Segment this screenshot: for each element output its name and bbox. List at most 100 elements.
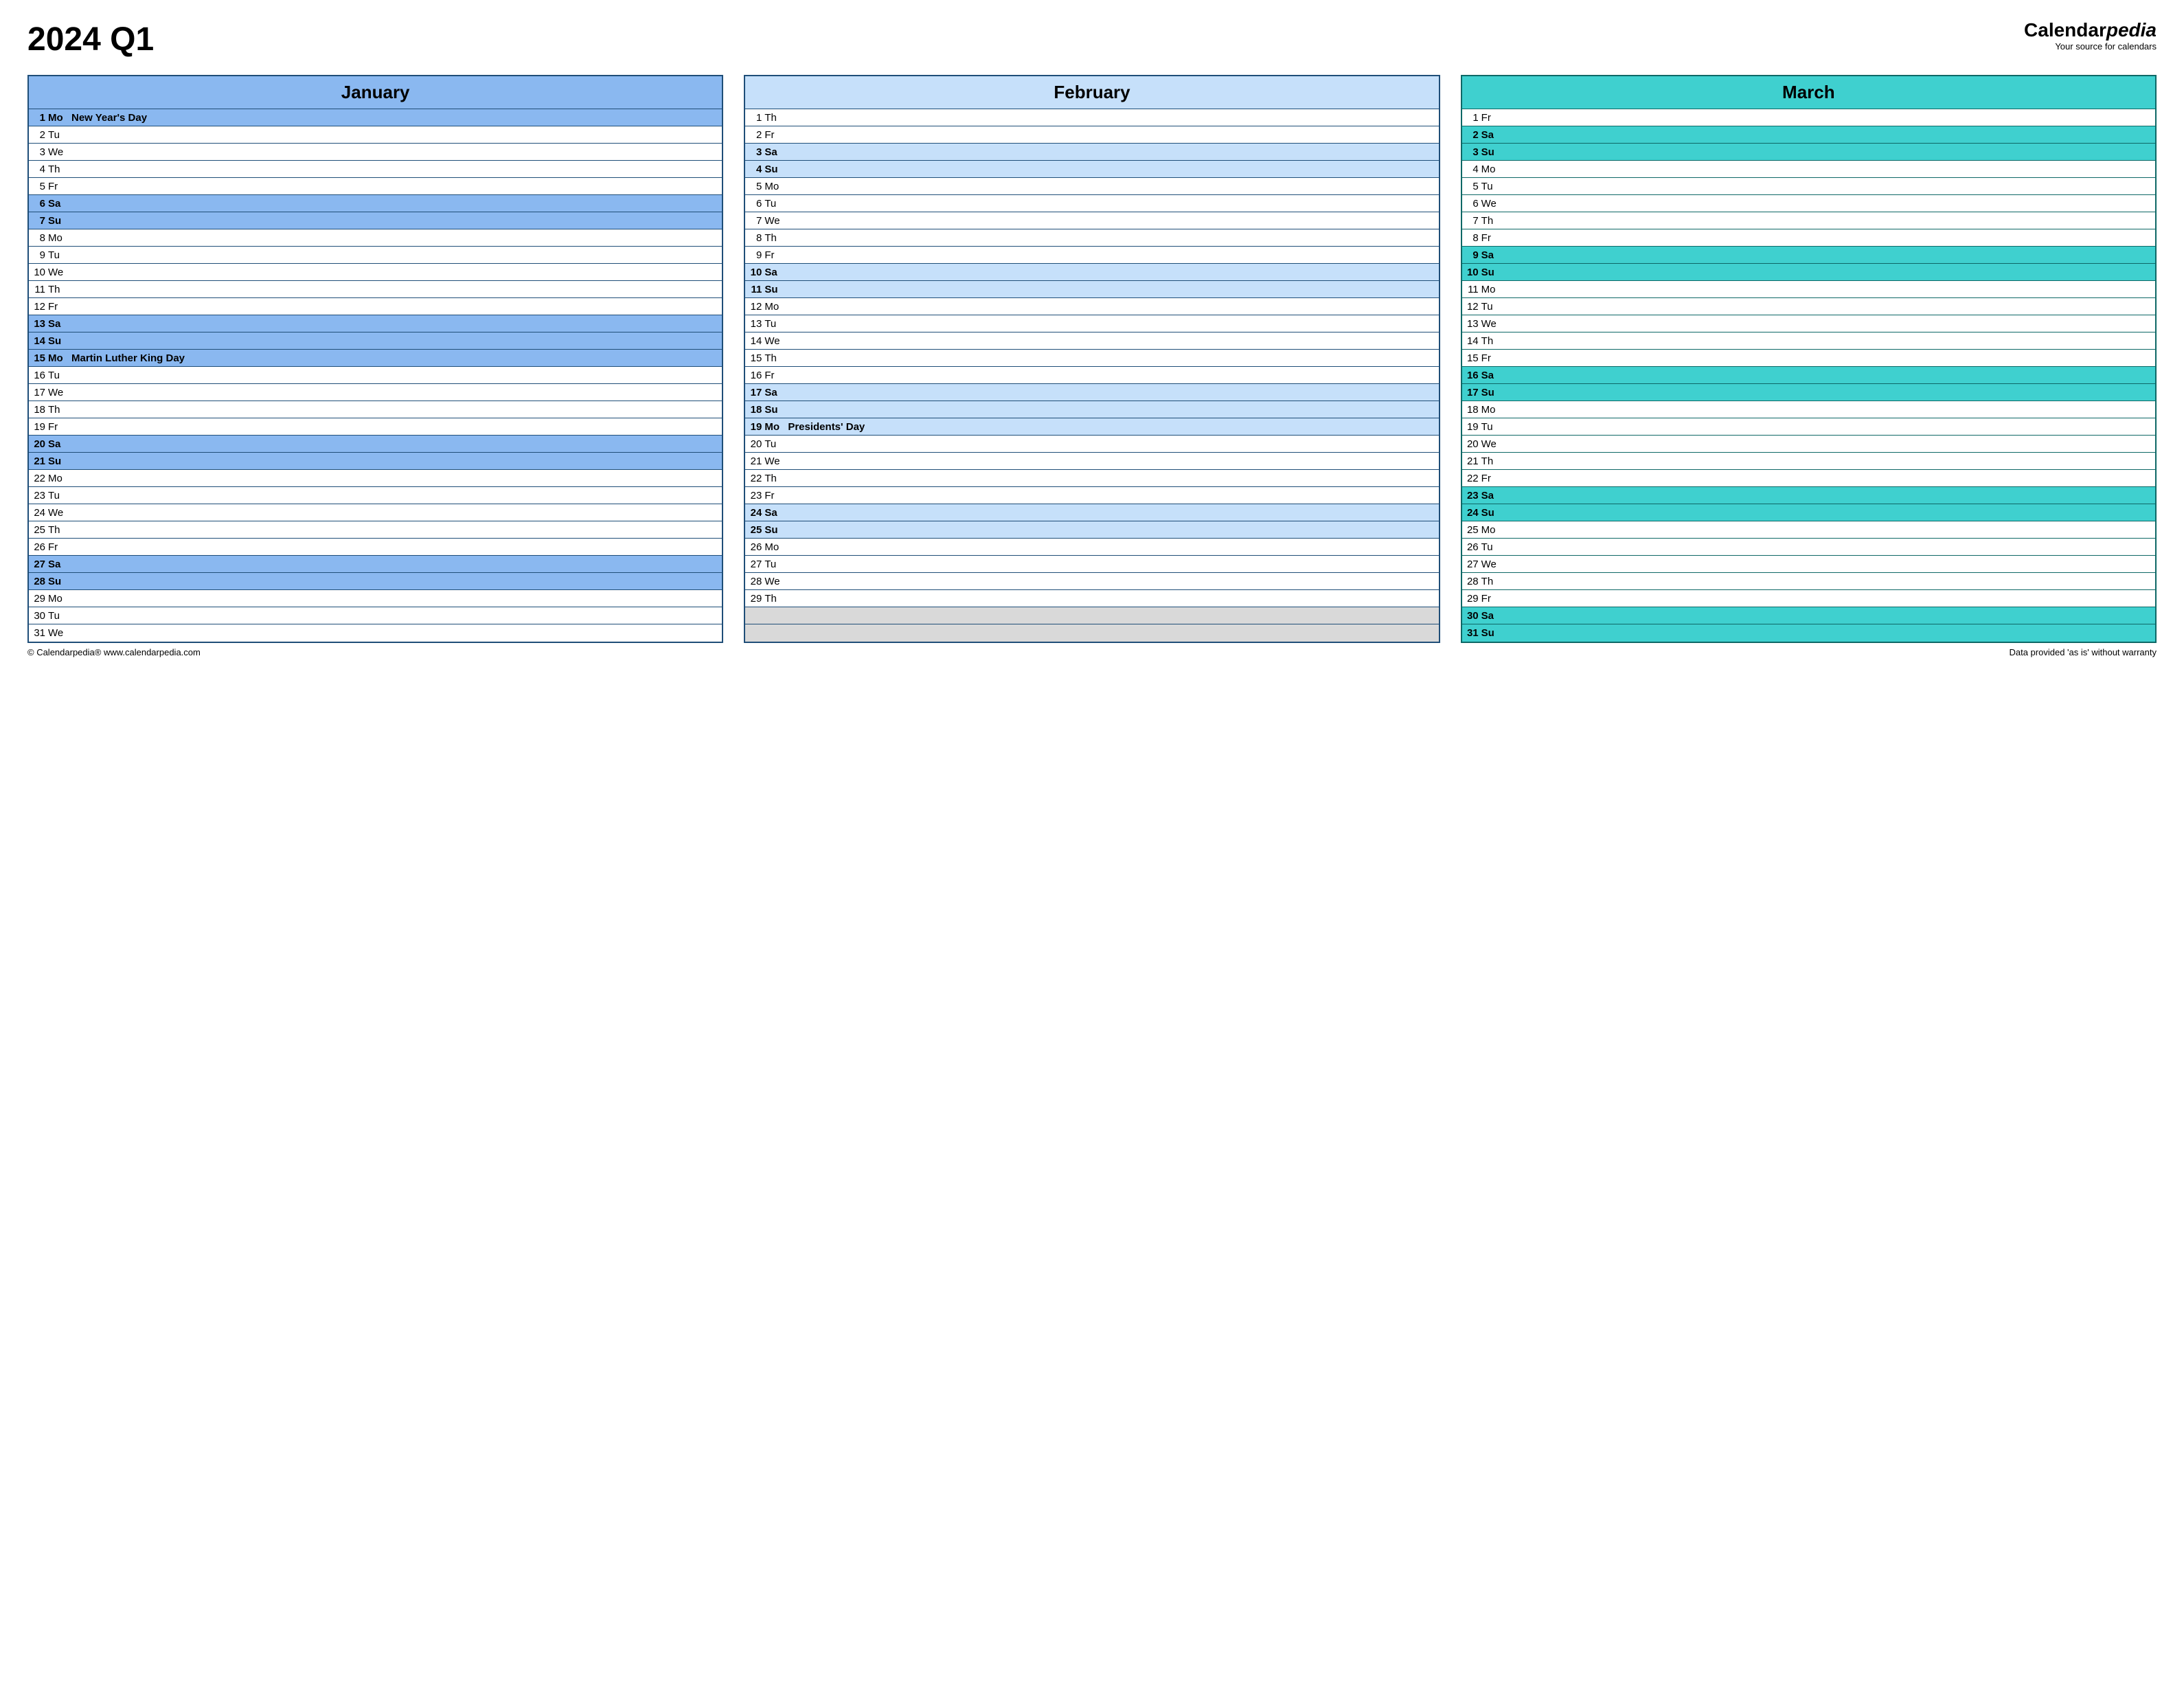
- day-number: 16: [749, 370, 764, 381]
- day-row: 27Tu: [745, 556, 1438, 573]
- day-number: 15: [1466, 352, 1481, 364]
- day-row: 18Su: [745, 401, 1438, 418]
- month-header: March: [1462, 76, 2155, 109]
- day-row: 2Tu: [29, 126, 722, 144]
- day-row: 25Su: [745, 521, 1438, 539]
- day-number: 12: [1466, 301, 1481, 313]
- day-of-week: Su: [48, 576, 69, 587]
- day-of-week: Fr: [1481, 232, 1502, 244]
- day-of-week: We: [48, 627, 69, 639]
- day-number: 4: [33, 163, 48, 175]
- day-of-week: Th: [1481, 335, 1502, 347]
- day-row: 15Th: [745, 350, 1438, 367]
- day-of-week: Sa: [48, 438, 69, 450]
- day-number: 20: [749, 438, 764, 450]
- day-row: 23Sa: [1462, 487, 2155, 504]
- day-of-week: We: [764, 335, 785, 347]
- day-number: 21: [749, 455, 764, 467]
- day-row: 24Sa: [745, 504, 1438, 521]
- day-number: 10: [1466, 267, 1481, 278]
- day-of-week: Mo: [48, 232, 69, 244]
- day-row: 21Su: [29, 453, 722, 470]
- day-number: 19: [1466, 421, 1481, 433]
- day-of-week: Sa: [1481, 249, 1502, 261]
- day-of-week: Sa: [764, 507, 785, 519]
- day-number: 5: [1466, 181, 1481, 192]
- day-row: 5Mo: [745, 178, 1438, 195]
- day-number: 21: [33, 455, 48, 467]
- day-row: 17Su: [1462, 384, 2155, 401]
- day-of-week: Th: [764, 473, 785, 484]
- day-number: 24: [33, 507, 48, 519]
- day-row: 25Mo: [1462, 521, 2155, 539]
- day-of-week: Mo: [48, 473, 69, 484]
- day-number: 6: [1466, 198, 1481, 210]
- day-number: 31: [33, 627, 48, 639]
- day-of-week: Su: [764, 404, 785, 416]
- day-row: 23Tu: [29, 487, 722, 504]
- day-row: [745, 624, 1438, 642]
- day-row: 26Tu: [1462, 539, 2155, 556]
- day-of-week: Tu: [1481, 421, 1502, 433]
- day-number: 8: [749, 232, 764, 244]
- page-title: 2024 Q1: [27, 21, 154, 58]
- day-row: 15MoMartin Luther King Day: [29, 350, 722, 367]
- day-number: 18: [749, 404, 764, 416]
- day-number: 17: [749, 387, 764, 398]
- day-number: 13: [1466, 318, 1481, 330]
- day-row: 14We: [745, 332, 1438, 350]
- day-row: 13We: [1462, 315, 2155, 332]
- day-number: 7: [749, 215, 764, 227]
- day-of-week: We: [764, 576, 785, 587]
- day-of-week: We: [1481, 559, 1502, 570]
- day-row: 10We: [29, 264, 722, 281]
- day-row: 28Su: [29, 573, 722, 590]
- day-of-week: We: [764, 455, 785, 467]
- day-number: 25: [749, 524, 764, 536]
- day-row: 14Su: [29, 332, 722, 350]
- months-container: January1MoNew Year's Day2Tu3We4Th5Fr6Sa7…: [27, 75, 2157, 643]
- day-number: 26: [749, 541, 764, 553]
- day-number: 1: [749, 112, 764, 124]
- day-number: 2: [749, 129, 764, 141]
- day-row: [745, 607, 1438, 624]
- day-row: 19MoPresidents' Day: [745, 418, 1438, 436]
- day-of-week: Sa: [764, 387, 785, 398]
- day-row: 3We: [29, 144, 722, 161]
- day-number: 9: [33, 249, 48, 261]
- day-number: 4: [749, 163, 764, 175]
- day-number: 5: [749, 181, 764, 192]
- day-of-week: Mo: [1481, 284, 1502, 295]
- day-number: 9: [1466, 249, 1481, 261]
- day-of-week: Tu: [1481, 541, 1502, 553]
- day-row: 5Tu: [1462, 178, 2155, 195]
- day-of-week: We: [764, 215, 785, 227]
- day-row: 1MoNew Year's Day: [29, 109, 722, 126]
- day-row: 7Su: [29, 212, 722, 229]
- header: 2024 Q1 Calendarpedia Your source for ca…: [27, 21, 2157, 58]
- day-of-week: We: [48, 387, 69, 398]
- day-row: 22Mo: [29, 470, 722, 487]
- day-number: 14: [749, 335, 764, 347]
- day-of-week: Su: [1481, 267, 1502, 278]
- day-row: 29Th: [745, 590, 1438, 607]
- day-of-week: Mo: [764, 421, 785, 433]
- day-number: 27: [749, 559, 764, 570]
- day-of-week: Fr: [1481, 593, 1502, 605]
- day-row: 10Su: [1462, 264, 2155, 281]
- day-of-week: Mo: [48, 112, 69, 124]
- day-number: 4: [1466, 163, 1481, 175]
- day-number: 7: [1466, 215, 1481, 227]
- day-row: 21We: [745, 453, 1438, 470]
- day-number: 24: [1466, 507, 1481, 519]
- day-number: 29: [33, 593, 48, 605]
- day-number: 23: [749, 490, 764, 501]
- day-number: 24: [749, 507, 764, 519]
- day-number: 19: [33, 421, 48, 433]
- day-event: Presidents' Day: [785, 421, 1434, 433]
- day-number: 7: [33, 215, 48, 227]
- day-row: 9Fr: [745, 247, 1438, 264]
- day-number: 21: [1466, 455, 1481, 467]
- day-of-week: Th: [48, 284, 69, 295]
- day-row: 19Fr: [29, 418, 722, 436]
